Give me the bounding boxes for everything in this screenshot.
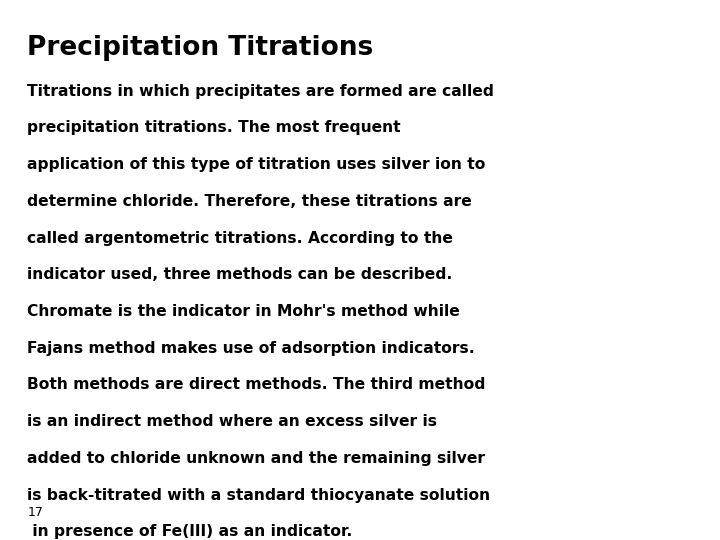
Text: determine chloride. Therefore, these titrations are: determine chloride. Therefore, these tit… bbox=[27, 194, 472, 209]
Text: Chromate is the indicator in Mohr's method while: Chromate is the indicator in Mohr's meth… bbox=[27, 304, 460, 319]
Text: indicator used, three methods can be described.: indicator used, three methods can be des… bbox=[27, 267, 453, 282]
Text: Precipitation Titrations: Precipitation Titrations bbox=[27, 35, 374, 61]
Text: precipitation titrations. The most frequent: precipitation titrations. The most frequ… bbox=[27, 120, 401, 136]
Text: Titrations in which precipitates are formed are called: Titrations in which precipitates are for… bbox=[27, 84, 494, 99]
Text: application of this type of titration uses silver ion to: application of this type of titration us… bbox=[27, 157, 486, 172]
Text: Fajans method makes use of adsorption indicators.: Fajans method makes use of adsorption in… bbox=[27, 341, 475, 356]
Text: is an indirect method where an excess silver is: is an indirect method where an excess si… bbox=[27, 414, 437, 429]
Text: called argentometric titrations. According to the: called argentometric titrations. Accordi… bbox=[27, 231, 453, 246]
Text: 17: 17 bbox=[27, 507, 43, 519]
Text: in presence of Fe(III) as an indicator.: in presence of Fe(III) as an indicator. bbox=[27, 524, 353, 539]
Text: is back-titrated with a standard thiocyanate solution: is back-titrated with a standard thiocya… bbox=[27, 488, 490, 503]
Text: added to chloride unknown and the remaining silver: added to chloride unknown and the remain… bbox=[27, 451, 485, 466]
Text: Both methods are direct methods. The third method: Both methods are direct methods. The thi… bbox=[27, 377, 486, 393]
